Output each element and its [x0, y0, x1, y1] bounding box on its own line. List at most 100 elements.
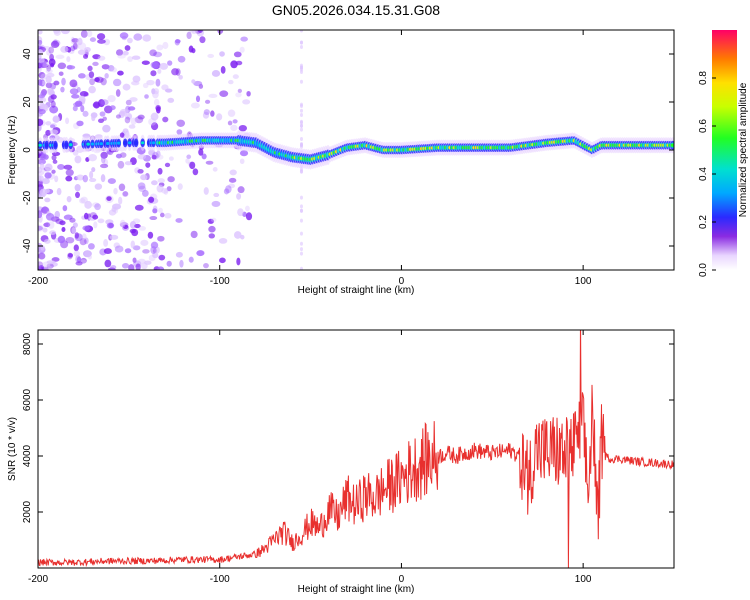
- noise-blob: [46, 260, 56, 265]
- snr-ytick-label: 2000: [22, 500, 33, 523]
- ridge-core: [105, 141, 110, 146]
- noise-blob: [193, 80, 203, 87]
- noise-blob: [44, 197, 51, 203]
- noise-blob: [53, 80, 60, 86]
- noise-blob: [153, 88, 160, 95]
- noise-streak: [299, 144, 303, 149]
- noise-blob: [119, 219, 126, 228]
- noise-blob: [159, 62, 169, 70]
- noise-blob: [92, 214, 99, 220]
- noise-streak: [299, 108, 303, 113]
- noise-blob: [76, 120, 84, 127]
- noise-blob: [212, 167, 218, 172]
- noise-blob: [71, 38, 79, 43]
- noise-blob: [57, 235, 66, 244]
- noise-blob: [91, 202, 100, 208]
- noise-blob: [198, 148, 204, 156]
- noise-blob: [208, 233, 215, 239]
- noise-blob: [115, 114, 122, 119]
- noise-blob: [140, 239, 149, 246]
- noise-blob: [228, 177, 237, 183]
- noise-blob: [117, 70, 124, 76]
- noise-blob: [242, 99, 251, 105]
- noise-blob: [236, 193, 242, 200]
- noise-blob: [131, 228, 139, 237]
- noise-blob: [49, 53, 54, 61]
- noise-blob: [213, 192, 220, 198]
- noise-streak: [299, 218, 303, 223]
- noise-blob: [203, 187, 209, 195]
- noise-blob: [144, 94, 149, 99]
- noise-blob: [93, 221, 98, 229]
- noise-blob: [203, 109, 210, 115]
- noise-blob: [39, 162, 45, 170]
- spectrogram-heatmap: [38, 30, 674, 270]
- noise-blob: [74, 155, 82, 164]
- ridge-core: [127, 141, 132, 145]
- noise-blob: [155, 78, 161, 87]
- colorbar-ticks: 0.0 0.2 0.4 0.6 0.8: [698, 71, 716, 277]
- noise-blob: [245, 205, 250, 212]
- noise-blob: [166, 260, 172, 267]
- noise-blob: [128, 264, 135, 270]
- noise-blob: [175, 251, 183, 258]
- noise-blob: [150, 61, 158, 69]
- noise-streak: [299, 79, 303, 84]
- noise-blob: [44, 172, 52, 179]
- snr-series-line: [38, 330, 674, 568]
- noise-blob: [110, 67, 118, 73]
- noise-blob: [176, 119, 186, 127]
- noise-blob: [82, 225, 91, 231]
- snr-x-label: Height of straight line (km): [298, 584, 415, 595]
- noise-blob: [208, 93, 218, 99]
- noise-blob: [91, 114, 96, 122]
- noise-blob: [66, 195, 72, 203]
- noise-blob: [191, 79, 196, 84]
- noise-blob: [124, 45, 131, 51]
- noise-blob: [131, 55, 141, 60]
- noise-blob: [110, 265, 117, 270]
- noise-blob: [52, 115, 60, 123]
- noise-blob: [107, 267, 116, 270]
- noise-blob: [43, 222, 51, 228]
- noise-blob: [239, 158, 245, 165]
- noise-blob: [97, 39, 106, 44]
- noise-blob: [54, 175, 59, 183]
- noise-blob: [84, 250, 91, 258]
- noise-blob: [115, 89, 121, 97]
- noise-blob: [71, 227, 77, 235]
- noise-blob: [38, 57, 45, 63]
- noise-blob: [137, 153, 147, 160]
- noise-blob: [186, 154, 192, 160]
- noise-blob: [188, 256, 194, 263]
- noise-blob: [40, 245, 45, 251]
- noise-blob: [61, 226, 66, 233]
- noise-streak: [299, 247, 303, 252]
- noise-blob: [245, 212, 253, 221]
- noise-blob: [175, 218, 183, 223]
- noise-blob: [104, 72, 109, 79]
- noise-blob: [51, 257, 60, 262]
- noise-blob: [38, 175, 44, 182]
- noise-blob: [94, 77, 100, 83]
- noise-blob: [38, 85, 41, 94]
- noise-blob: [137, 168, 144, 174]
- noise-blob: [38, 72, 46, 79]
- noise-blob: [151, 154, 157, 160]
- noise-blob: [86, 30, 93, 38]
- noise-blob: [50, 40, 60, 49]
- noise-streak: [299, 204, 303, 209]
- noise-blob: [41, 178, 50, 185]
- noise-blob: [122, 50, 129, 56]
- noise-blob: [84, 46, 91, 53]
- noise-blob: [46, 72, 55, 78]
- noise-blob: [141, 60, 150, 65]
- noise-blob: [207, 53, 215, 59]
- noise-blob: [137, 182, 146, 190]
- colorbar: 0.0 0.2 0.4 0.6 0.8 Normalized spectral ampl…: [698, 30, 749, 277]
- noise-blob: [239, 150, 249, 157]
- spectrogram-ytick-label: -20: [22, 190, 33, 205]
- noise-blob: [60, 45, 69, 53]
- noise-blob: [174, 39, 180, 46]
- ridge-core: [99, 142, 104, 146]
